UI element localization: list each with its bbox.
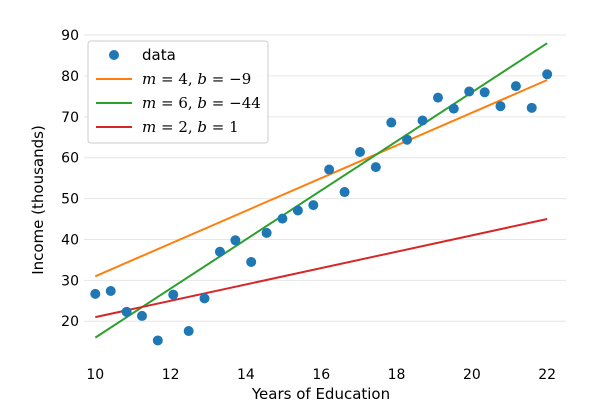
data-point: [495, 101, 506, 112]
data-point: [355, 146, 366, 157]
data-point: [105, 285, 116, 296]
legend-label-data: data: [142, 46, 176, 64]
data-point: [370, 162, 381, 173]
data-point: [402, 134, 413, 145]
data-point: [183, 326, 194, 337]
y-tick-label: 80: [61, 69, 79, 85]
data-point: [417, 115, 428, 126]
data-point: [230, 235, 241, 246]
data-point: [339, 187, 350, 198]
data-point: [214, 246, 225, 257]
y-tick-label: 40: [61, 232, 79, 248]
data-point: [90, 288, 101, 299]
fit-line-3: [95, 218, 548, 319]
data-point: [308, 200, 319, 211]
data-point: [386, 117, 397, 128]
data-points: [90, 69, 553, 346]
x-tick-label: 14: [237, 367, 255, 383]
data-point: [432, 92, 443, 103]
data-point: [168, 289, 179, 300]
data-point: [152, 335, 163, 346]
legend-label-line-3: m = 2, b = 1: [142, 118, 239, 136]
data-point: [136, 310, 147, 321]
data-point: [246, 256, 257, 267]
legend-marker-data: [109, 50, 119, 60]
x-tick-label: 22: [538, 367, 556, 383]
x-tick-label: 10: [86, 367, 104, 383]
data-point: [542, 69, 553, 80]
legend-box: [87, 40, 269, 144]
data-point: [199, 293, 210, 304]
y-tick-label: 20: [61, 314, 79, 330]
fit-line-1: [94, 79, 548, 278]
data-point: [292, 205, 303, 216]
y-tick-label: 30: [61, 273, 79, 289]
y-axis-ticks: 20 30 40 50 60 70 80 90: [61, 28, 79, 330]
x-tick-label: 16: [312, 367, 330, 383]
y-axis-label: Income (thousands): [29, 125, 47, 275]
data-point: [277, 213, 288, 224]
data-point: [526, 102, 537, 113]
x-tick-label: 20: [463, 367, 481, 383]
y-tick-label: 70: [61, 110, 79, 126]
x-tick-label: 18: [388, 367, 406, 383]
legend-label-line-1: m = 4, b = −9: [142, 70, 251, 88]
data-point: [479, 87, 490, 98]
data-point: [448, 103, 459, 114]
legend: data m = 4, b = −9 m = 6, b = −44 m = 2, b …: [87, 40, 269, 144]
x-axis-label: Years of Education: [251, 385, 390, 403]
y-tick-label: 90: [61, 28, 79, 44]
x-tick-label: 12: [162, 367, 180, 383]
data-point: [261, 227, 272, 238]
x-axis-ticks: 10 12 14 16 18 20 22: [86, 367, 556, 383]
y-tick-label: 60: [61, 151, 79, 167]
data-point: [324, 164, 335, 175]
data-point: [121, 306, 132, 317]
y-tick-label: 50: [61, 192, 79, 208]
data-point: [464, 86, 475, 97]
legend-label-line-2: m = 6, b = −44: [142, 94, 261, 112]
data-point: [510, 81, 521, 92]
